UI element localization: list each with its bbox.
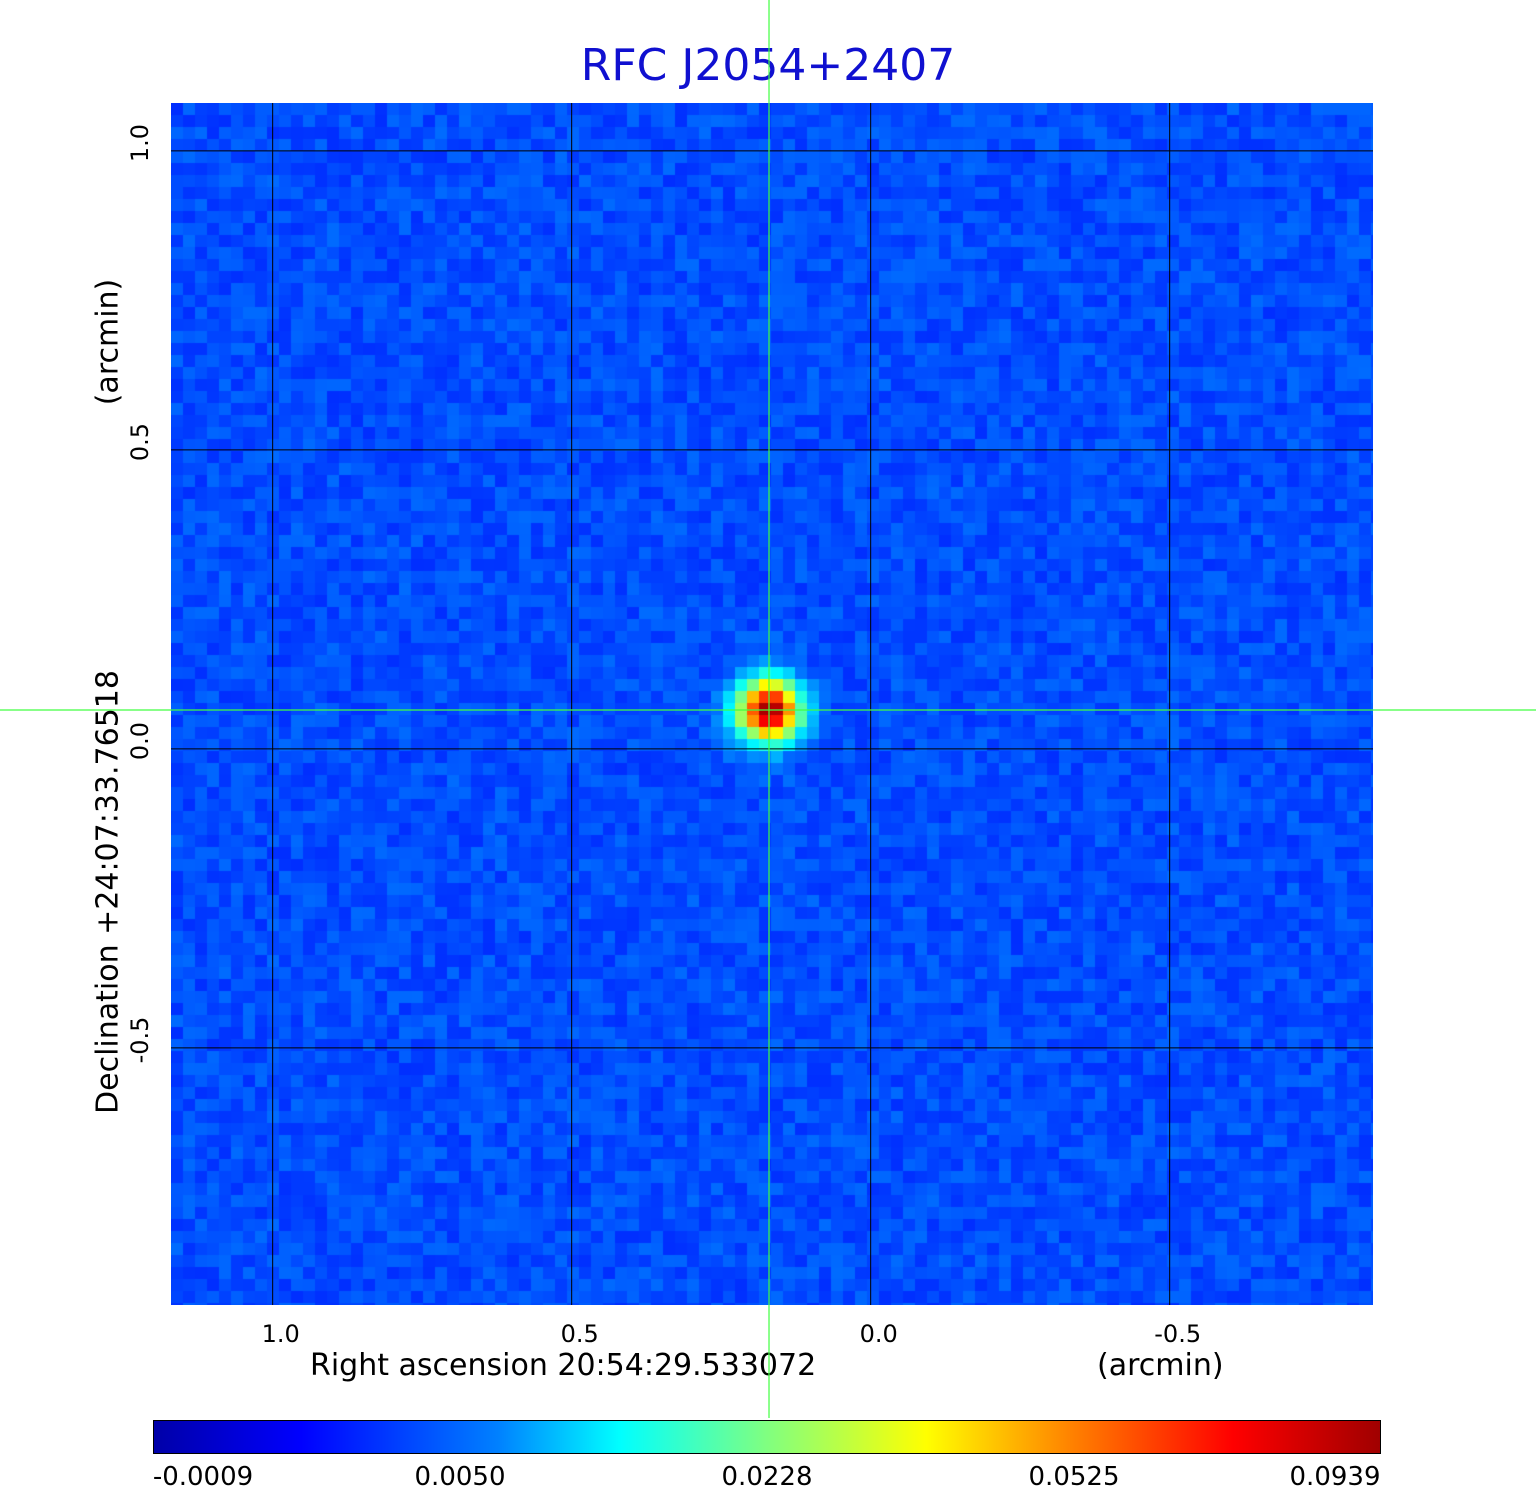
grid-layer (171, 103, 1373, 1305)
x-axis-unit: (arcmin) (1097, 1348, 1224, 1383)
y-tick-label: 0.5 (126, 422, 154, 461)
x-tick-label: -0.5 (1154, 1320, 1202, 1348)
colorbar-tick-label: -0.0009 (152, 1462, 254, 1492)
colorbar (153, 1420, 1381, 1454)
intensity-map (171, 103, 1373, 1305)
x-axis-label: Right ascension 20:54:29.533072 (310, 1348, 817, 1383)
chart-title: RFC J2054+2407 (580, 40, 956, 91)
y-tick-label: -0.5 (126, 1016, 154, 1064)
colorbar-tick-label: 0.0939 (1289, 1462, 1381, 1492)
colorbar-tick-label: 0.0525 (1028, 1462, 1120, 1492)
colorbar-tick-label: 0.0228 (721, 1462, 813, 1492)
x-tick-label: 0.0 (859, 1320, 898, 1348)
y-tick-label: 1.0 (126, 123, 154, 162)
y-axis-unit: (arcmin) (90, 278, 126, 406)
x-tick-label: 1.0 (261, 1320, 300, 1348)
colorbar-tick-label: 0.0050 (414, 1462, 506, 1492)
y-axis-label: Declination +24:07:33.76518 (90, 670, 126, 1114)
x-tick-label: 0.5 (560, 1320, 599, 1348)
image-plot-area[interactable] (168, 100, 1376, 1308)
y-tick-label: 0.0 (126, 721, 154, 760)
